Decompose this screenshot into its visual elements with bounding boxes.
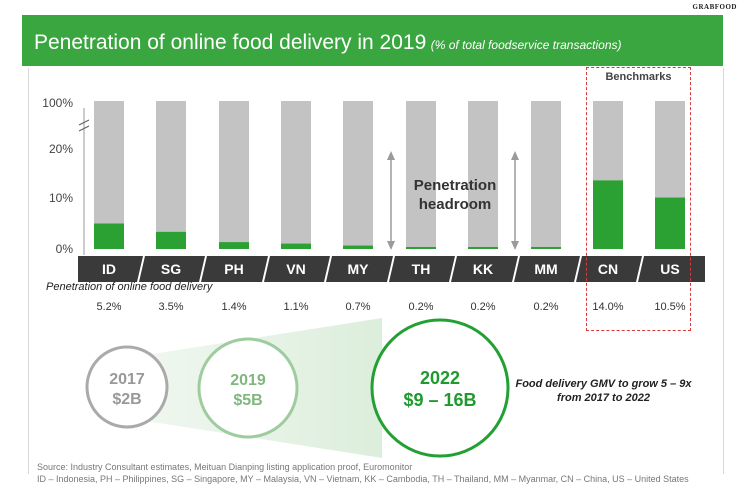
value-label: 0.7%	[345, 301, 370, 313]
bar	[281, 243, 311, 249]
category-label: KK	[473, 261, 493, 277]
bar-background	[219, 101, 249, 249]
circle-2022	[370, 318, 510, 458]
circle-2017-value: $2B	[112, 391, 142, 408]
value-label: 3.5%	[158, 301, 183, 313]
bar	[156, 231, 186, 249]
circle-2022-label: 2022 $9 – 16B	[385, 367, 495, 411]
category-divider	[262, 256, 270, 282]
category-label: US	[660, 261, 679, 277]
circle-2022-value: $9 – 16B	[403, 390, 477, 410]
circle-2019-label: 2019 $5B	[208, 371, 288, 411]
circle-2019	[197, 337, 299, 439]
bar-background	[531, 101, 561, 249]
chart-subtitle: (% of total foodservice transactions)	[430, 38, 622, 52]
category-label: SG	[161, 261, 181, 277]
y-tick-label: 0%	[56, 242, 74, 256]
category-divider	[574, 256, 582, 282]
chart-title: Penetration of online food delivery in 2…	[34, 31, 427, 54]
circle-2017	[85, 345, 169, 429]
circle-2019-year: 2019	[230, 372, 266, 389]
benchmarks-box	[586, 67, 691, 331]
headroom-arrow-up	[387, 151, 395, 160]
abbreviations-line: ID – Indonesia, PH – Philippines, SG – S…	[37, 474, 689, 484]
category-divider	[137, 256, 145, 282]
category-label: TH	[412, 261, 431, 277]
category-label: VN	[286, 261, 305, 277]
category-divider	[324, 256, 332, 282]
category-label: PH	[224, 261, 243, 277]
growth-note: Food delivery GMV to grow 5 – 9x from 20…	[511, 377, 696, 405]
bar	[531, 247, 561, 249]
benchmarks-label: Benchmarks	[605, 71, 672, 83]
circle-2022-year: 2022	[419, 368, 461, 388]
headroom-label: Penetration headroom	[405, 176, 505, 214]
y-tick-label: 10%	[49, 191, 73, 205]
value-label: 0.2%	[408, 301, 433, 313]
source-line: Source: Industry Consultant estimates, M…	[37, 462, 413, 472]
category-label: MY	[348, 261, 370, 277]
bar-background	[406, 101, 436, 249]
bar-background	[156, 101, 186, 249]
bar	[94, 223, 124, 249]
bar	[593, 180, 623, 249]
category-label: MM	[534, 261, 557, 277]
value-label: 0.2%	[470, 301, 495, 313]
growth-note-line-1: Food delivery GMV to grow 5 – 9x	[515, 378, 692, 390]
headroom-arrow-down	[511, 241, 519, 250]
y-tick-label: 20%	[49, 142, 73, 156]
bar-background	[343, 101, 373, 249]
headroom-line-2: headroom	[418, 196, 492, 213]
value-label: 5.2%	[96, 301, 121, 313]
chart-frame	[28, 68, 724, 474]
category-divider	[636, 256, 644, 282]
headroom-arrow-up	[511, 151, 519, 160]
value-label: 10.5%	[654, 301, 685, 313]
penetration-row-label: Penetration of online food delivery	[46, 281, 213, 293]
bar	[406, 247, 436, 249]
category-divider	[387, 256, 395, 282]
title-banner: Penetration of online food delivery in 2…	[22, 15, 723, 66]
category-divider	[512, 256, 520, 282]
growth-note-line-2: from 2017 to 2022	[557, 392, 650, 404]
bar-background	[281, 101, 311, 249]
bar-background	[468, 101, 498, 249]
category-divider	[449, 256, 457, 282]
axis-break-mark	[78, 119, 90, 132]
circle-2017-label: 2017 $2B	[87, 370, 167, 410]
brand-logo: GRABFOOD	[692, 3, 737, 11]
category-label: ID	[102, 261, 116, 277]
headroom-line-1: Penetration	[413, 177, 497, 194]
value-label: 14.0%	[592, 301, 623, 313]
bar	[343, 245, 373, 249]
bar	[655, 197, 685, 249]
value-label: 0.2%	[533, 301, 558, 313]
source-note: Source: Industry Consultant estimates, M…	[37, 461, 689, 485]
bar	[468, 247, 498, 249]
value-label: 1.4%	[221, 301, 246, 313]
headroom-arrow-down	[387, 241, 395, 250]
circle-2019-value: $5B	[233, 392, 263, 409]
bar	[219, 242, 249, 249]
y-tick-label: 100%	[42, 96, 73, 110]
value-label: 1.1%	[283, 301, 308, 313]
circle-2017-year: 2017	[109, 371, 145, 388]
category-divider	[199, 256, 207, 282]
category-label: CN	[598, 261, 618, 277]
